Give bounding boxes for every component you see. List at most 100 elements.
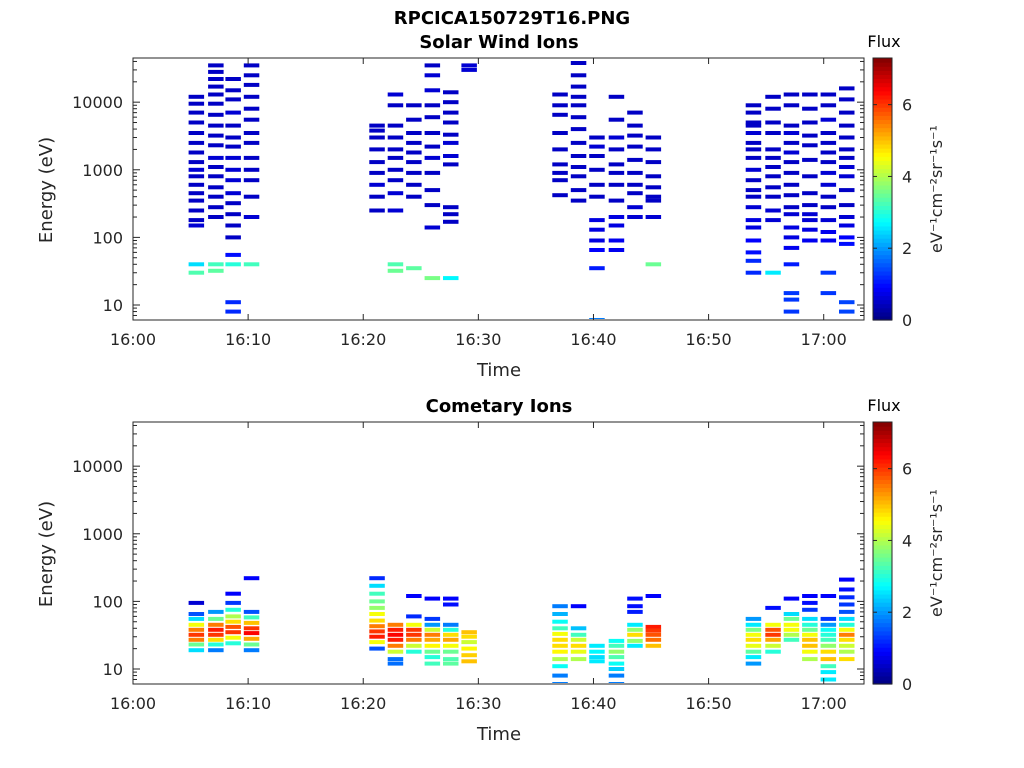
colorbar-tick-label: 4 <box>902 167 912 186</box>
heatmap-cell <box>589 318 605 319</box>
heatmap-cell <box>406 140 422 145</box>
heatmap-cell <box>225 309 241 314</box>
heatmap-cell <box>820 622 837 627</box>
heatmap-cell <box>208 642 224 647</box>
heatmap-cell <box>570 61 587 65</box>
heatmap-cell <box>745 140 762 145</box>
colorbar-segment <box>873 606 892 611</box>
heatmap-cell <box>225 624 241 629</box>
heatmap-cell <box>745 616 762 621</box>
heatmap-cell <box>645 198 662 203</box>
colorbar-segment <box>873 160 892 166</box>
heatmap-cell <box>608 117 625 122</box>
heatmap-cell <box>225 97 241 102</box>
heatmap-cell <box>627 182 643 187</box>
heatmap-cell <box>225 223 241 228</box>
heatmap-cell <box>243 262 260 267</box>
colorbar-segment <box>873 544 892 550</box>
colorbar-segment <box>873 442 892 448</box>
colorbar-segment <box>873 630 892 636</box>
heatmap-cell <box>443 154 459 158</box>
heatmap-cell <box>243 648 260 653</box>
colorbar-segment <box>873 258 892 264</box>
colorbar-segment <box>873 581 892 587</box>
heatmap-cell <box>802 594 818 598</box>
heatmap-cell <box>188 648 205 653</box>
y-tick-label: 1000 <box>82 161 123 180</box>
heatmap-cell <box>461 646 477 651</box>
heatmap-cell <box>387 622 404 627</box>
colorbar-segment <box>873 516 892 521</box>
heatmap-cell <box>406 131 422 135</box>
heatmap-cell <box>424 115 441 120</box>
heatmap-cell <box>552 112 568 117</box>
heatmap-cell <box>188 94 205 99</box>
heatmap-cell <box>802 227 818 232</box>
heatmap-cell <box>243 615 260 620</box>
colorbar-segment <box>873 602 892 607</box>
heatmap-cell <box>765 131 781 135</box>
heatmap-cell <box>802 133 818 138</box>
heatmap-cell <box>645 160 662 165</box>
heatmap-cell <box>443 637 459 642</box>
colorbar-segment <box>873 172 892 178</box>
heatmap-cell <box>783 245 800 250</box>
y-tick-label: 100 <box>92 228 123 247</box>
heatmap-cell <box>406 150 422 155</box>
heatmap-cell <box>820 131 837 135</box>
colorbar-segment <box>873 266 892 272</box>
heatmap-cell <box>608 215 625 219</box>
heatmap-cell <box>208 92 224 97</box>
heatmap-cell <box>552 673 568 678</box>
heatmap-cell <box>783 131 800 135</box>
heatmap-cell <box>839 632 855 637</box>
heatmap-cell <box>208 101 224 106</box>
colorbar-segment <box>873 94 892 100</box>
heatmap-cell <box>765 270 781 275</box>
colorbar-segment <box>873 524 892 530</box>
colorbar-segment <box>873 279 892 284</box>
heatmap-cell <box>443 657 459 662</box>
heatmap-cell <box>188 642 205 647</box>
heatmap-cell <box>461 630 477 635</box>
colorbar-segment <box>873 422 892 427</box>
colorbar-segment <box>873 229 892 235</box>
heatmap-cell <box>839 609 855 614</box>
heatmap-cell <box>387 135 404 140</box>
heatmap-cell <box>570 626 587 631</box>
heatmap-cell <box>802 600 818 605</box>
heatmap-cell <box>839 627 855 632</box>
heatmap-cell <box>645 637 662 642</box>
heatmap-cell <box>461 653 477 658</box>
heatmap-cell <box>243 155 260 160</box>
heatmap-cell <box>387 627 404 632</box>
heatmap-cell <box>745 627 762 632</box>
heatmap-cell <box>188 174 205 179</box>
colorbar-segment <box>873 573 892 579</box>
colorbar-segment <box>873 593 892 599</box>
heatmap-cell <box>745 225 762 230</box>
heatmap-cell <box>645 262 662 267</box>
heatmap-cell <box>424 103 441 108</box>
heatmap-cell <box>802 616 818 621</box>
heatmap-cell <box>552 637 568 642</box>
heatmap-cell <box>627 622 643 627</box>
heatmap-cell <box>424 637 441 642</box>
heatmap-cell <box>570 198 587 203</box>
heatmap-cell <box>208 155 224 160</box>
colorbar-tick-label: 2 <box>902 239 912 258</box>
heatmap-cell <box>369 135 385 140</box>
heatmap-cell <box>820 218 837 223</box>
heatmap-cell <box>745 632 762 637</box>
heatmap-cell <box>608 162 625 167</box>
heatmap-cell <box>387 208 404 213</box>
heatmap-cell <box>802 106 818 111</box>
heatmap-cell <box>589 659 605 664</box>
heatmap-cell <box>369 599 385 604</box>
heatmap-cell <box>552 631 568 636</box>
heatmap-cell <box>225 630 241 635</box>
heatmap-cell <box>589 194 605 199</box>
heatmap-cell <box>188 632 205 637</box>
heatmap-cell <box>745 238 762 243</box>
colorbar-segment <box>873 499 892 505</box>
